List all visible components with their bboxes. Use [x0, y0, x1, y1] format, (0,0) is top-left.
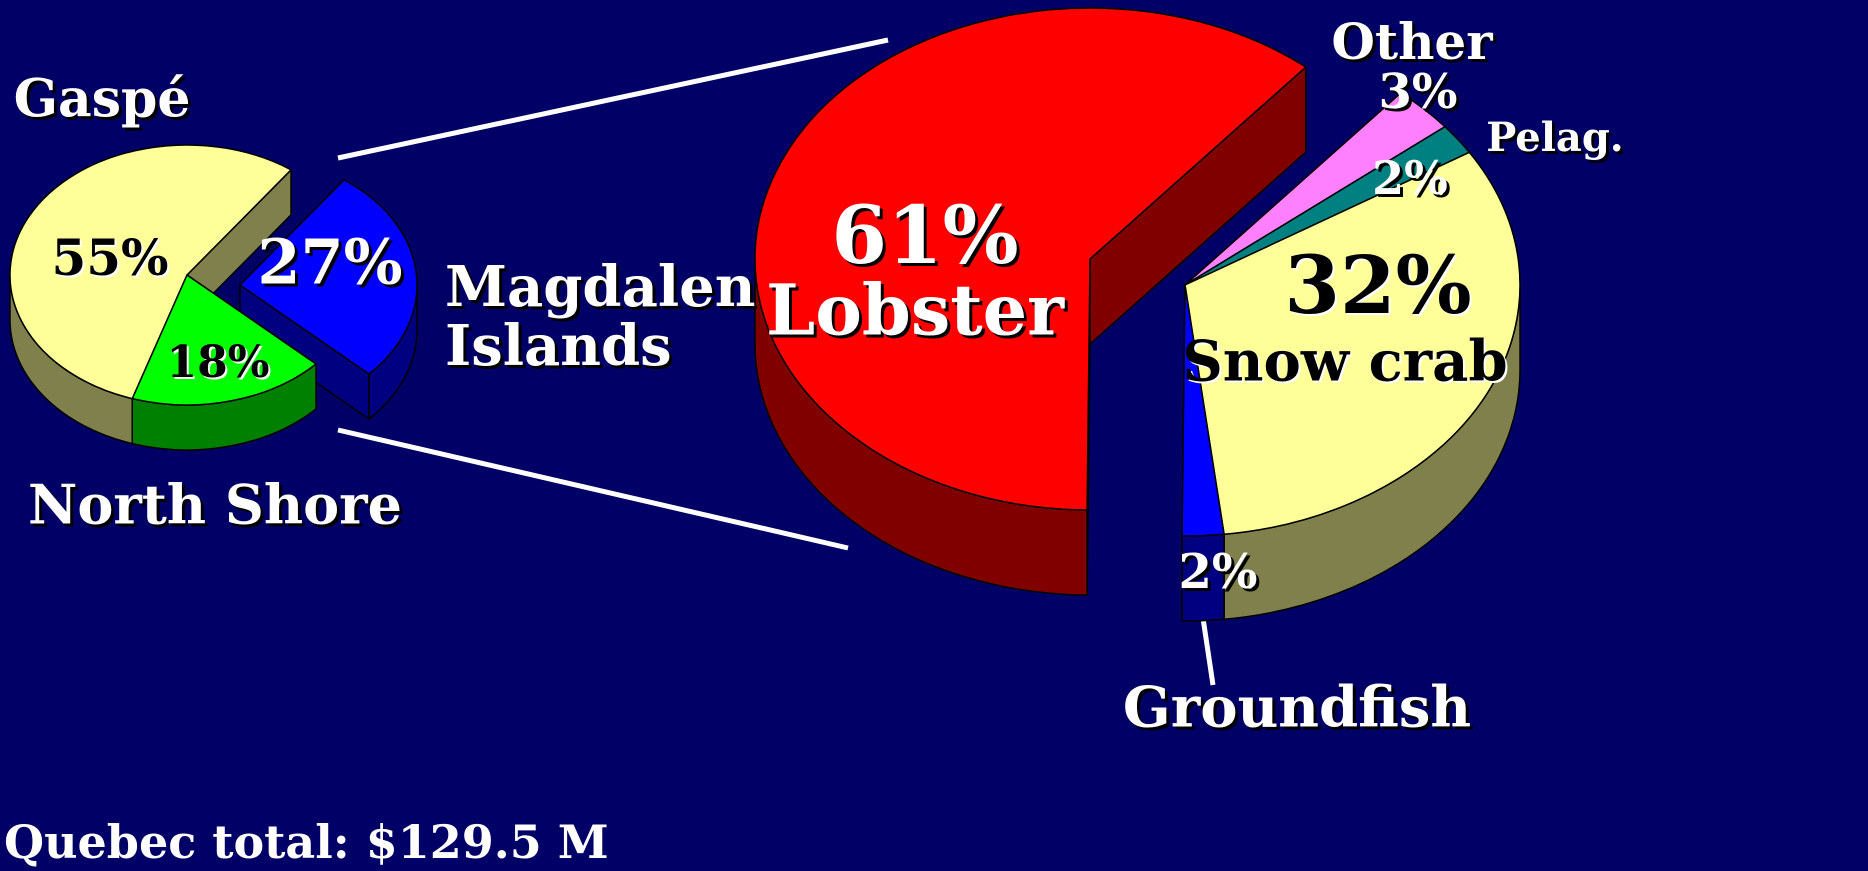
category-label: Gaspé — [13, 68, 191, 130]
category-label: Snow crab — [1182, 328, 1508, 395]
category-label: Groundfish — [1122, 674, 1472, 741]
slice — [239, 179, 418, 375]
value-label: 27% — [257, 225, 403, 299]
category-label: Magdalen Islands — [445, 254, 756, 379]
pies — [9, 7, 1521, 622]
slice — [1184, 151, 1521, 536]
slice — [754, 7, 1307, 511]
value-label: 32% — [1284, 238, 1472, 332]
value-label: 18% — [166, 336, 270, 388]
category-label: Other — [1331, 11, 1493, 71]
value-label: 2% — [1178, 543, 1258, 600]
connector-line — [337, 427, 849, 551]
value-label: 3% — [1378, 63, 1458, 120]
slice — [9, 144, 292, 400]
category-label: Pelag. — [1486, 114, 1624, 161]
total-caption: Quebec total: $129.5 M — [4, 815, 609, 869]
value-label: 2% — [1372, 150, 1448, 205]
slice — [1181, 284, 1225, 537]
category-label: Lobster — [765, 268, 1065, 352]
value-label: 55% — [51, 227, 169, 287]
value-label: 61% — [831, 188, 1019, 282]
category-label: North Shore — [28, 472, 402, 537]
connector-line — [337, 37, 889, 161]
slice — [131, 274, 317, 406]
